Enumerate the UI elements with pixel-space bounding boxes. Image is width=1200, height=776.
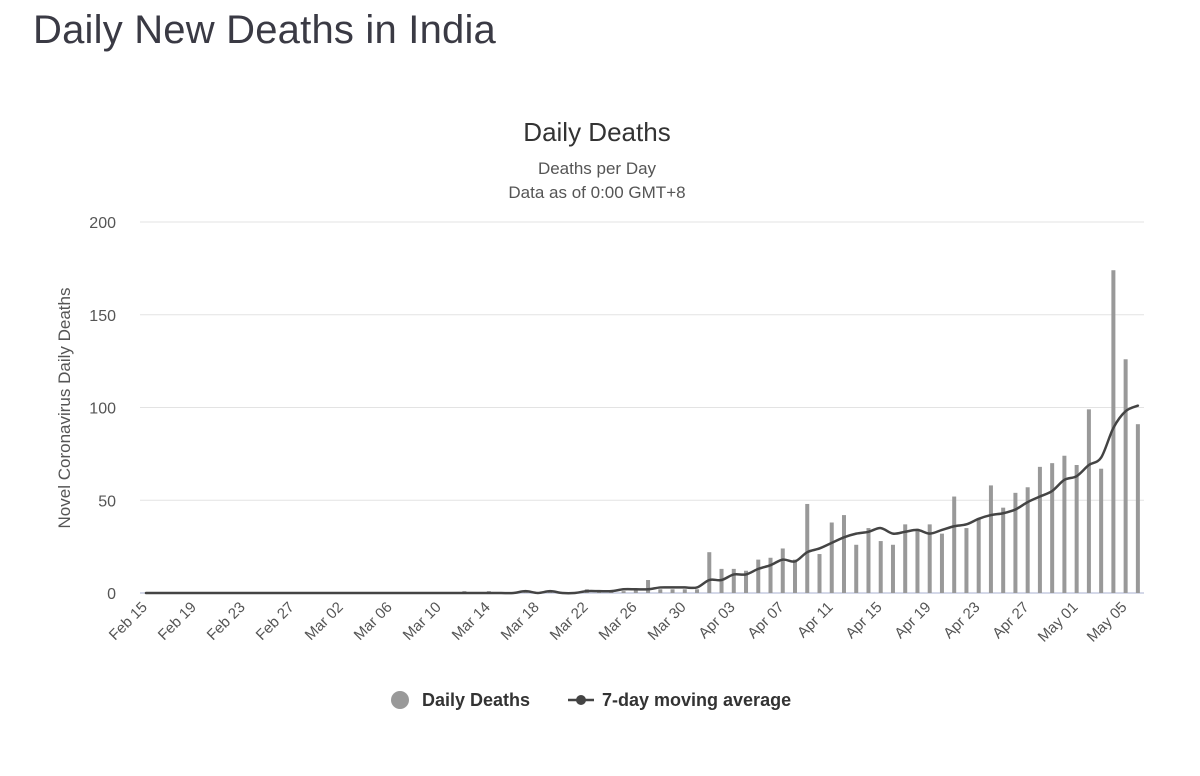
x-tick-label: Apr 07 — [744, 599, 787, 642]
bar[interactable] — [952, 496, 957, 593]
x-tick-label: Mar 10 — [400, 599, 445, 644]
x-tick-label: Mar 22 — [547, 599, 592, 644]
bar[interactable] — [1123, 359, 1128, 593]
legend-swatch-line-marker — [576, 695, 586, 705]
bar[interactable] — [1135, 424, 1140, 593]
bar[interactable] — [731, 568, 736, 593]
page-title: Daily New Deaths in India — [33, 8, 496, 52]
bar[interactable] — [658, 589, 663, 593]
x-tick-label: Feb 23 — [204, 599, 249, 644]
y-tick-label: 0 — [107, 586, 116, 603]
bar[interactable] — [964, 528, 969, 593]
gridlines: 0 50 100 150 200 — [89, 215, 1144, 603]
bar[interactable] — [646, 580, 651, 593]
legend-label-daily-deaths[interactable]: Daily Deaths — [422, 690, 530, 710]
bar[interactable] — [1074, 465, 1079, 593]
bar[interactable] — [780, 548, 785, 593]
legend-label-moving-average[interactable]: 7-day moving average — [602, 690, 791, 710]
y-tick-label: 50 — [98, 493, 116, 510]
bar[interactable] — [756, 559, 761, 593]
bar[interactable] — [927, 524, 932, 593]
bar[interactable] — [621, 591, 626, 593]
y-tick-label: 150 — [89, 308, 116, 325]
bar[interactable] — [1062, 455, 1067, 593]
moving-average-line[interactable] — [144, 404, 1140, 595]
x-tick-label: Mar 18 — [498, 599, 543, 644]
x-tick-label: Feb 19 — [155, 599, 200, 644]
bar[interactable] — [1111, 270, 1116, 593]
bar[interactable] — [1013, 492, 1018, 593]
bar[interactable] — [939, 533, 944, 593]
bar[interactable] — [744, 570, 749, 593]
bar[interactable] — [841, 515, 846, 593]
x-tick-label: Mar 30 — [645, 599, 690, 644]
bar[interactable] — [903, 524, 908, 593]
x-tick-label: May 01 — [1035, 599, 1082, 646]
bar[interactable] — [866, 528, 871, 593]
bar[interactable] — [854, 544, 859, 593]
bar[interactable] — [890, 544, 895, 593]
bar[interactable] — [1037, 466, 1042, 593]
legend-item-moving-average[interactable]: 7-day moving average — [568, 690, 791, 710]
x-tick-label: Mar 14 — [449, 599, 494, 644]
bar[interactable] — [695, 589, 700, 593]
bar[interactable] — [670, 589, 675, 593]
y-axis-label: Novel Coronavirus Daily Deaths — [55, 288, 74, 529]
bar[interactable] — [1025, 487, 1030, 593]
x-tick-label: Mar 02 — [302, 599, 347, 644]
bar[interactable] — [988, 485, 993, 593]
bar[interactable] — [1099, 468, 1104, 593]
x-tick-label: Apr 23 — [940, 599, 983, 642]
bar[interactable] — [878, 541, 883, 593]
x-axis: Feb 15 Feb 19 Feb 23 Feb 27 Mar 02 Mar 06 Mar … — [106, 599, 1131, 646]
legend: Daily Deaths 7-day moving average — [391, 690, 791, 710]
x-tick-label: Mar 26 — [596, 599, 641, 644]
chart-title: Daily Deaths — [523, 117, 670, 147]
bar[interactable] — [829, 522, 834, 593]
x-tick-label: Feb 15 — [106, 599, 151, 644]
y-tick-label: 200 — [89, 215, 116, 232]
chart-subtitle-line-1: Deaths per Day — [538, 159, 657, 178]
x-tick-label: Apr 15 — [842, 599, 885, 642]
legend-swatch-bars — [391, 691, 409, 709]
bar[interactable] — [915, 529, 920, 593]
bar[interactable] — [768, 557, 773, 593]
bar[interactable] — [1050, 463, 1055, 593]
chart-subtitle-line-2: Data as of 0:00 GMT+8 — [508, 183, 685, 202]
bar[interactable] — [805, 503, 810, 593]
x-tick-label: Apr 03 — [695, 599, 738, 642]
bar[interactable] — [976, 518, 981, 593]
x-tick-label: Apr 27 — [989, 599, 1032, 642]
y-tick-label: 100 — [89, 401, 116, 418]
x-tick-label: Apr 19 — [891, 599, 934, 642]
bar[interactable] — [707, 552, 712, 593]
x-tick-label: Apr 11 — [794, 599, 836, 641]
bar[interactable] — [633, 589, 638, 593]
bar-series — [462, 270, 1140, 593]
x-tick-label: May 05 — [1084, 599, 1131, 646]
bar[interactable] — [1086, 409, 1091, 593]
x-tick-label: Feb 27 — [253, 599, 298, 644]
bar[interactable] — [793, 559, 798, 593]
legend-item-daily-deaths[interactable]: Daily Deaths — [391, 690, 530, 710]
line-series — [144, 404, 1140, 595]
x-tick-label: Mar 06 — [351, 599, 396, 644]
bar[interactable] — [682, 589, 687, 593]
bar[interactable] — [1001, 507, 1006, 593]
bar[interactable] — [817, 554, 822, 593]
